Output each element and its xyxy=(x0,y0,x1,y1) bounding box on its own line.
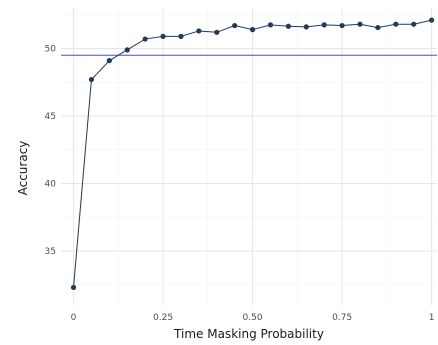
y-tick-label: 35 xyxy=(45,247,56,257)
data-point xyxy=(196,28,202,34)
y-axis-tick-labels: 35 40 45 50 xyxy=(45,45,57,258)
data-point xyxy=(375,24,381,31)
data-point xyxy=(160,33,166,39)
x-tick-label: 0.75 xyxy=(332,313,352,323)
x-tick-label: 0.25 xyxy=(153,313,173,323)
data-point xyxy=(142,36,148,42)
data-point xyxy=(267,22,274,28)
data-point xyxy=(411,21,417,27)
data-point xyxy=(429,17,435,23)
minor-gridlines xyxy=(61,8,437,305)
data-point xyxy=(178,33,184,39)
series-points xyxy=(70,17,435,291)
x-tick-label: 1 xyxy=(429,313,435,323)
x-axis-title: Time Masking Probability xyxy=(173,327,324,341)
data-point xyxy=(393,21,399,27)
data-point xyxy=(88,76,95,83)
y-axis-title: Accuracy xyxy=(16,141,30,196)
y-tick-label: 40 xyxy=(45,180,57,190)
data-point xyxy=(357,21,363,27)
data-point xyxy=(232,22,238,29)
data-point xyxy=(70,284,77,291)
data-point xyxy=(339,22,345,29)
data-point xyxy=(106,58,112,64)
y-tick-label: 45 xyxy=(45,112,56,122)
x-tick-label: 0.50 xyxy=(243,313,263,323)
major-gridlines xyxy=(61,8,437,305)
data-point xyxy=(303,24,309,30)
y-tick-label: 50 xyxy=(45,45,57,55)
x-tick-label: 0 xyxy=(71,313,77,323)
data-point xyxy=(321,22,327,28)
data-point xyxy=(249,27,256,33)
data-point xyxy=(285,23,291,29)
data-point xyxy=(124,47,130,53)
x-axis-tick-labels: 0 0.25 0.50 0.75 1 xyxy=(71,313,435,323)
data-point xyxy=(214,29,220,35)
